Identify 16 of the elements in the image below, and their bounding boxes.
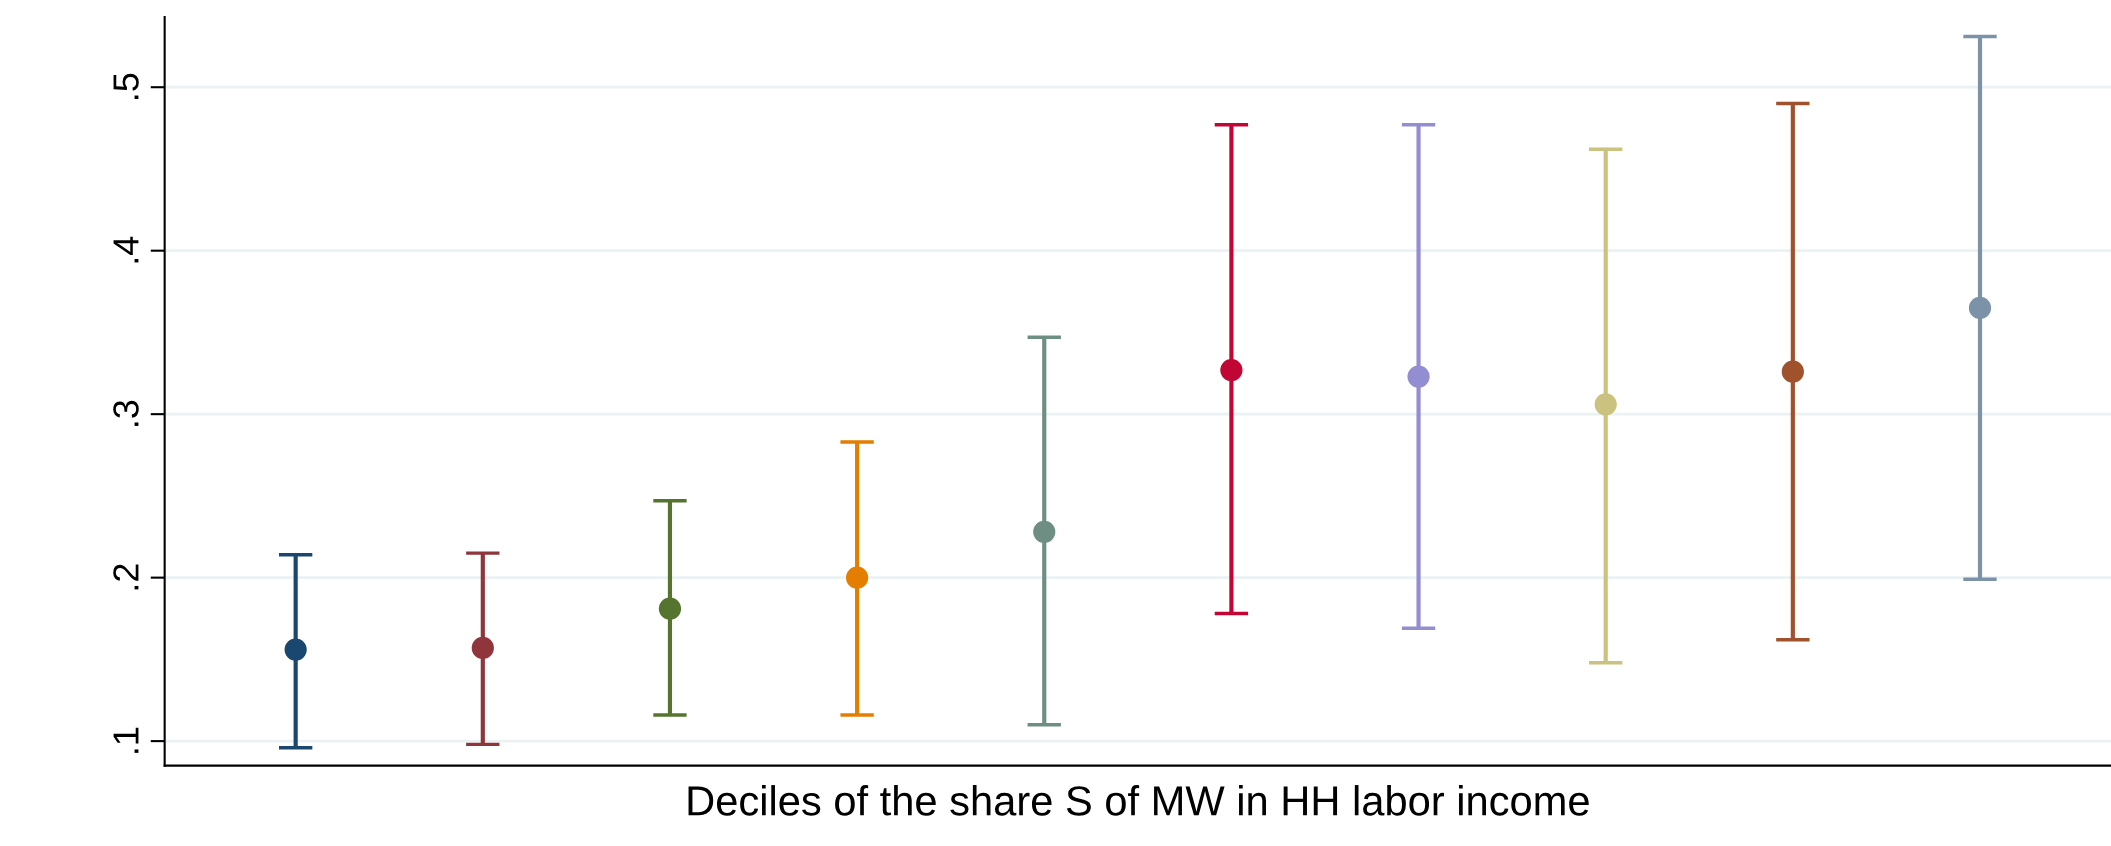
point (471, 636, 494, 660)
y-tick-label: .3 (113, 400, 139, 426)
point (284, 638, 307, 661)
point (1033, 520, 1056, 543)
x-axis-title: Deciles of the share S of MW in HH labor income (688, 785, 1589, 816)
point (658, 597, 682, 620)
point (1407, 365, 1430, 388)
point (1781, 360, 1804, 383)
point (1968, 296, 1992, 320)
y-tick-label: .2 (113, 564, 139, 590)
y-tick-label: .4 (113, 236, 139, 263)
point (1220, 358, 1243, 382)
y-tick-label: .5 (113, 73, 139, 99)
y-tick-label: .1 (113, 727, 139, 753)
point (846, 566, 869, 589)
point (1594, 393, 1617, 416)
